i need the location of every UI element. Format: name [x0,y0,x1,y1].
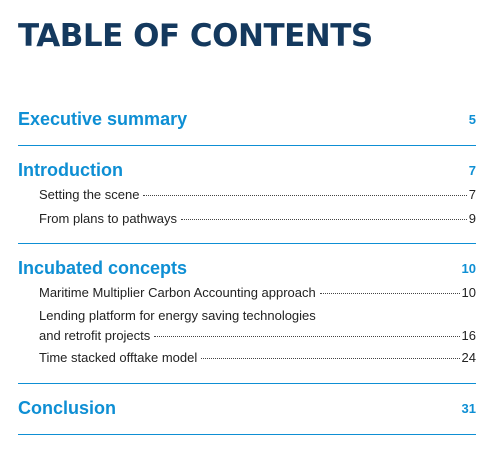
page-title: TABLE OF CONTENTS [18,18,373,54]
toc-section-conclusion[interactable]: Conclusion 31 [18,395,476,421]
entry-title[interactable]: Time stacked offtake model [39,350,198,365]
entry-page-number: 7 [468,187,476,202]
section-page-number: 31 [461,401,476,416]
toc-entry-lending-platform[interactable]: Lending platform for energy saving techn… [39,306,476,346]
toc-section-introduction[interactable]: Introduction 7 [18,157,476,183]
entry-title[interactable]: Setting the scene [39,187,140,202]
entry-title-line-1[interactable]: Lending platform for energy saving techn… [39,308,316,323]
section-title[interactable]: Incubated concepts [18,258,188,278]
dot-leader [181,219,467,220]
entry-page-number: 16 [461,328,476,343]
section-title[interactable]: Introduction [18,160,123,180]
toc-entry-time-stacked-offtake[interactable]: Time stacked offtake model 24 [39,348,476,368]
section-divider [18,243,476,244]
toc-entry-maritime-multiplier[interactable]: Maritime Multiplier Carbon Accounting ap… [39,283,476,303]
section-divider [18,145,476,146]
dot-leader [154,336,460,337]
section-page-number: 5 [468,112,476,127]
entry-title[interactable]: Maritime Multiplier Carbon Accounting ap… [39,285,316,300]
section-divider [18,383,476,384]
dot-leader [143,195,467,196]
entry-title-line-2[interactable]: and retrofit projects [39,328,151,343]
section-title[interactable]: Conclusion [18,398,116,418]
section-title[interactable]: Executive summary [18,109,188,129]
section-page-number: 10 [461,261,476,276]
toc-entry-from-plans-to-pathways[interactable]: From plans to pathways 9 [39,209,476,229]
dot-leader [319,293,460,294]
dot-leader [201,358,460,359]
toc-entry-setting-the-scene[interactable]: Setting the scene 7 [39,185,476,205]
entry-title[interactable]: From plans to pathways [39,211,178,226]
entry-page-number: 10 [461,285,476,300]
toc-section-executive-summary[interactable]: Executive summary 5 [18,106,476,132]
section-divider [18,434,476,435]
toc-section-incubated-concepts[interactable]: Incubated concepts 10 [18,255,476,281]
section-page-number: 7 [468,163,476,178]
entry-page-number: 24 [461,350,476,365]
entry-page-number: 9 [468,211,476,226]
